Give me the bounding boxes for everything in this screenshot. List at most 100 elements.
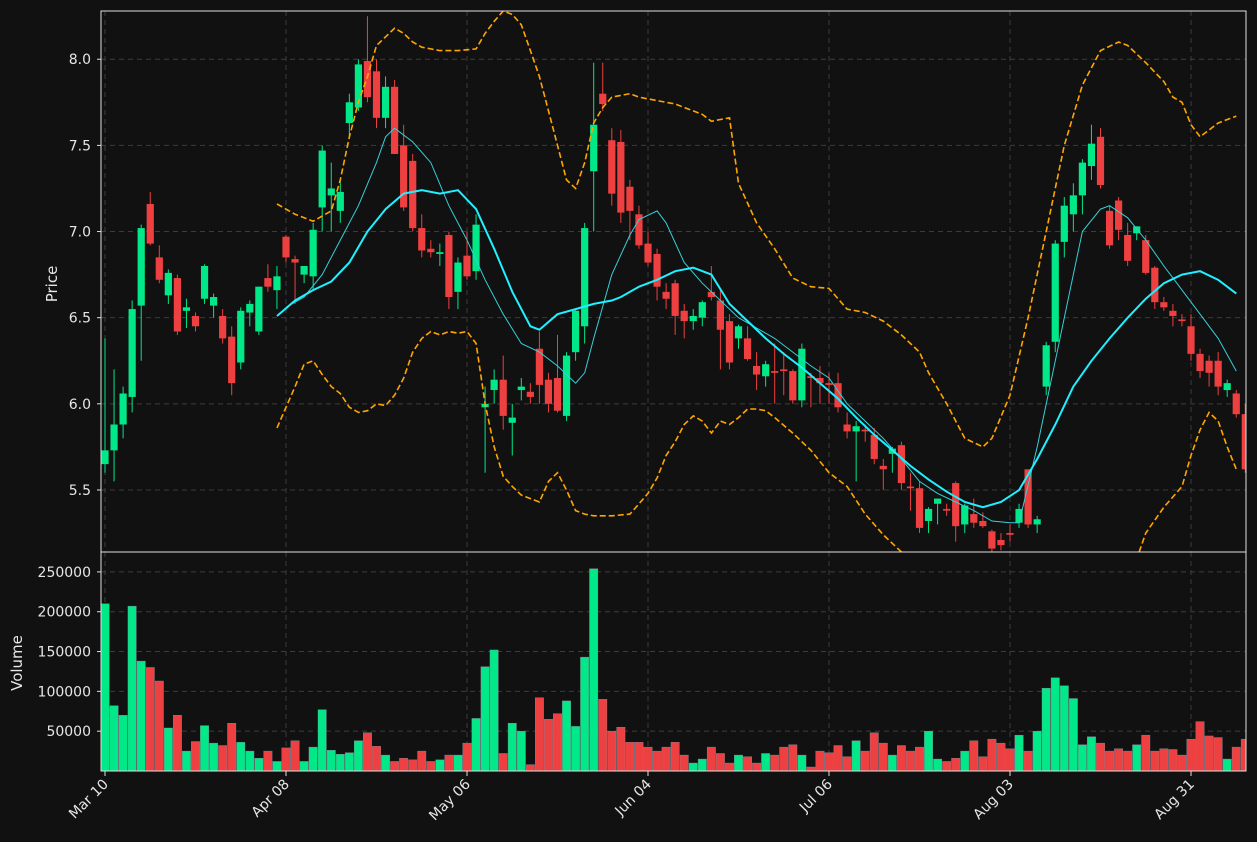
candle-body: [988, 531, 996, 549]
x-tick-label: Jun 04: [612, 776, 655, 819]
candle: [662, 283, 670, 310]
candle: [164, 269, 172, 304]
candle-body: [1232, 393, 1240, 415]
volume-bar: [679, 754, 689, 771]
candle: [807, 372, 815, 408]
candle-body: [155, 257, 163, 280]
volume-bar: [435, 759, 445, 771]
volume-bar: [535, 697, 544, 771]
candle: [897, 441, 905, 490]
volume-bar: [897, 745, 906, 771]
volume-tick-label: 150000: [38, 645, 91, 661]
candle: [1160, 297, 1168, 311]
candle-body: [1133, 226, 1141, 234]
candle: [725, 314, 734, 370]
moving-average-slow-line: [276, 189, 1237, 509]
volume-bar: [372, 746, 381, 771]
candle-body: [391, 86, 399, 155]
volume-bar: [507, 723, 517, 771]
overlays: [276, 11, 1238, 552]
candle: [562, 352, 571, 422]
candle-body: [961, 505, 969, 525]
volume-bar: [236, 742, 246, 771]
candle-body: [400, 145, 408, 208]
candle-body: [617, 141, 625, 213]
volume-bar: [1032, 730, 1042, 771]
candle-body: [915, 488, 924, 528]
volume-bar: [933, 758, 943, 771]
volume-bar: [571, 726, 581, 771]
candle: [1115, 197, 1123, 241]
volume-bar: [1059, 685, 1069, 771]
volume-tick-label: 50000: [46, 724, 91, 740]
volume-bar: [127, 605, 137, 771]
volume-bar: [779, 746, 789, 771]
candle-body: [164, 272, 172, 296]
candle: [952, 481, 960, 542]
candle: [1033, 515, 1041, 534]
candle: [1223, 379, 1231, 397]
volume-bar: [625, 742, 635, 771]
candle-body: [354, 64, 362, 108]
candle-body: [943, 508, 951, 511]
volume-bar: [480, 666, 490, 771]
candle-body: [1124, 234, 1132, 261]
x-tick-label: Apr 08: [249, 777, 293, 821]
candle: [327, 162, 335, 232]
candle: [608, 128, 616, 206]
candle-body: [1069, 195, 1077, 215]
candle: [291, 255, 299, 304]
x-tick-label: Jul 06: [796, 776, 836, 816]
volume-bar: [1240, 738, 1246, 771]
price-tick-label: 8.0: [69, 52, 91, 68]
candle-body: [182, 307, 191, 311]
candle-body: [1006, 533, 1014, 535]
candle-body: [318, 150, 326, 208]
volume-bar: [1213, 737, 1223, 771]
volume-bar: [878, 742, 888, 771]
volume-bar: [589, 568, 599, 771]
volume-bar: [634, 742, 644, 771]
volume-bar: [1150, 750, 1160, 771]
candle-body: [508, 417, 516, 423]
volume-bar: [489, 649, 499, 771]
volume-bar: [317, 709, 327, 771]
volume-bar: [1168, 749, 1178, 771]
candle-body: [771, 371, 779, 373]
candle-body: [463, 255, 471, 277]
volume-bar: [906, 750, 915, 771]
candle-body: [436, 252, 444, 254]
candle: [445, 231, 453, 310]
candle-body: [300, 265, 308, 275]
volume-bar: [1105, 750, 1114, 771]
volume-bar: [1096, 742, 1105, 771]
candle-body: [562, 355, 571, 416]
volume-bar: [924, 730, 933, 771]
candle: [472, 214, 480, 280]
volume-bar: [544, 719, 553, 771]
volume-bar: [281, 747, 291, 771]
candle: [191, 312, 200, 332]
candle-body: [237, 310, 245, 363]
candle-body: [635, 214, 643, 246]
candle-body: [825, 383, 833, 385]
volume-bar: [1023, 750, 1033, 771]
candle: [1051, 240, 1059, 353]
candle-body: [626, 186, 634, 211]
candle-body: [336, 191, 344, 211]
candle: [1024, 469, 1032, 528]
volume-bar: [1041, 687, 1051, 771]
candle: [508, 403, 516, 456]
candle: [1069, 183, 1077, 232]
candle-body: [870, 434, 878, 459]
candle: [173, 274, 181, 335]
candle: [300, 265, 308, 284]
candle: [753, 352, 761, 391]
candle: [716, 290, 724, 370]
volume-bar: [227, 723, 237, 771]
candle: [490, 369, 498, 404]
candle-body: [210, 297, 218, 306]
candle: [626, 179, 634, 241]
candle: [463, 231, 471, 280]
volume-bar: [462, 742, 472, 771]
